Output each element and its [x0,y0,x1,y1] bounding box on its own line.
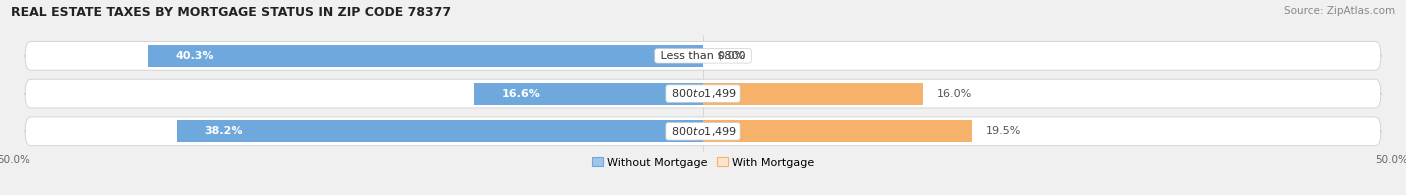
Text: 38.2%: 38.2% [204,126,243,136]
Text: Less than $800: Less than $800 [657,51,749,61]
Text: 16.6%: 16.6% [502,89,541,99]
FancyBboxPatch shape [25,117,1381,146]
Text: 0.0%: 0.0% [717,51,745,61]
Text: 19.5%: 19.5% [986,126,1021,136]
Bar [148,45,703,67]
Bar [703,120,972,142]
Bar [703,83,924,105]
FancyBboxPatch shape [25,42,1381,70]
Text: 16.0%: 16.0% [938,89,973,99]
Bar [177,120,703,142]
Bar [474,83,703,105]
Text: $800 to $1,499: $800 to $1,499 [668,87,738,100]
Text: $800 to $1,499: $800 to $1,499 [668,125,738,138]
Legend: Without Mortgage, With Mortgage: Without Mortgage, With Mortgage [592,158,814,168]
FancyBboxPatch shape [25,79,1381,108]
Text: 40.3%: 40.3% [176,51,214,61]
Text: Source: ZipAtlas.com: Source: ZipAtlas.com [1284,6,1395,16]
Text: REAL ESTATE TAXES BY MORTGAGE STATUS IN ZIP CODE 78377: REAL ESTATE TAXES BY MORTGAGE STATUS IN … [11,6,451,19]
